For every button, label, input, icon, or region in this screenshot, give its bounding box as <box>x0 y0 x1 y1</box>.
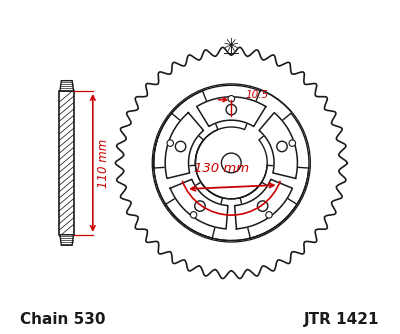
Text: 10.5: 10.5 <box>245 90 268 100</box>
Polygon shape <box>259 113 298 178</box>
Circle shape <box>195 201 205 211</box>
Polygon shape <box>170 179 228 229</box>
Polygon shape <box>115 47 347 279</box>
Text: Chain 530: Chain 530 <box>20 312 106 327</box>
Polygon shape <box>235 179 292 229</box>
Polygon shape <box>197 97 266 127</box>
Circle shape <box>266 212 272 218</box>
Circle shape <box>258 201 268 211</box>
Circle shape <box>289 140 296 146</box>
Text: 130 mm: 130 mm <box>194 162 250 175</box>
Circle shape <box>152 84 310 242</box>
Circle shape <box>167 140 174 146</box>
Circle shape <box>277 141 287 152</box>
Polygon shape <box>59 91 74 235</box>
Polygon shape <box>60 235 74 245</box>
Polygon shape <box>154 91 309 240</box>
Circle shape <box>190 212 197 218</box>
Text: 110 mm: 110 mm <box>97 138 110 188</box>
Circle shape <box>228 96 234 102</box>
Polygon shape <box>166 182 297 240</box>
Polygon shape <box>165 113 204 178</box>
Polygon shape <box>154 85 260 168</box>
Text: JTR 1421: JTR 1421 <box>304 312 380 327</box>
Circle shape <box>226 105 236 115</box>
Circle shape <box>222 153 241 173</box>
Polygon shape <box>240 113 309 238</box>
Polygon shape <box>60 80 74 91</box>
Polygon shape <box>154 113 222 238</box>
Circle shape <box>175 141 186 152</box>
